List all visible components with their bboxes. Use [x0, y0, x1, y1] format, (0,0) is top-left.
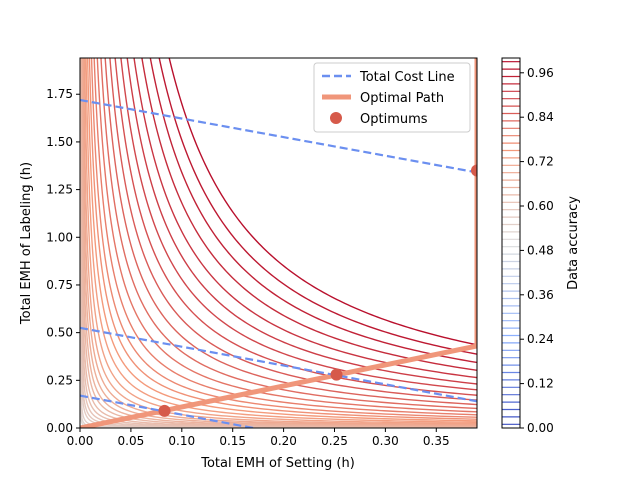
contour-line — [104, 58, 477, 406]
contour-line — [93, 58, 477, 416]
contour-line — [100, 58, 477, 410]
legend: Total Cost Line Optimal Path Optimums — [313, 62, 471, 133]
optimum-point — [158, 404, 171, 417]
y-tick-label: 1.25 — [46, 183, 73, 197]
contour-line — [96, 58, 477, 413]
x-tick-label: 0.15 — [219, 434, 246, 448]
contour-line — [168, 58, 477, 346]
contour-line — [133, 58, 477, 379]
contour-line — [88, 58, 477, 420]
contour-line — [109, 58, 477, 401]
contour-line — [81, 58, 477, 428]
series-layer — [80, 58, 477, 428]
contour-lines — [80, 58, 477, 428]
y-tick-label: 0.75 — [46, 278, 73, 292]
colorbar-ticks: 0.00 0.12 0.24 0.36 0.48 0.60 0.72 0.84 0.96 — [520, 66, 554, 435]
legend-label-optimums: Optimums — [360, 112, 428, 127]
total-cost-line — [80, 98, 477, 174]
contour-line — [141, 58, 477, 371]
colorbar-tick-label: 0.84 — [527, 110, 554, 124]
x-axis-ticks: 0.00 0.05 0.10 0.15 0.20 0.25 0.30 0.35 — [67, 428, 450, 448]
contour-line — [149, 58, 477, 364]
x-tick-label: 0.30 — [372, 434, 399, 448]
colorbar — [502, 61, 520, 425]
legend-label-cost-line: Total Cost Line — [359, 70, 455, 85]
x-tick-label: 0.00 — [67, 434, 94, 448]
x-tick-label: 0.20 — [270, 434, 297, 448]
y-tick-label: 0.25 — [46, 373, 73, 387]
colorbar-tick-label: 0.96 — [527, 66, 554, 80]
legend-label-optimal-path: Optimal Path — [360, 91, 444, 106]
contour-line — [158, 58, 477, 355]
x-tick-label: 0.25 — [321, 434, 348, 448]
y-tick-label: 1.00 — [46, 230, 73, 244]
colorbar-tick-label: 0.24 — [527, 332, 554, 346]
colorbar-tick-label: 0.36 — [527, 288, 554, 302]
optimal-path-line — [80, 58, 477, 428]
colorbar-tick-label: 0.48 — [527, 243, 554, 257]
contour-line — [84, 58, 477, 425]
colorbar-tick-label: 0.60 — [527, 199, 554, 213]
plot-frame — [79, 57, 478, 429]
contour-line — [80, 58, 477, 428]
legend-box — [313, 62, 471, 133]
y-tick-label: 1.75 — [46, 87, 73, 101]
colorbar-tick-label: 0.12 — [527, 377, 554, 391]
contour-line — [80, 58, 477, 428]
contour-line — [86, 58, 477, 422]
y-tick-label: 0.00 — [46, 421, 73, 435]
x-tick-label: 0.35 — [423, 434, 450, 448]
contour-line — [82, 58, 477, 426]
y-axis-label: Total EMH of Labeling (h) — [19, 162, 34, 325]
y-tick-label: 1.50 — [46, 135, 73, 149]
total-cost-line — [80, 326, 477, 403]
optimum-point — [330, 368, 343, 381]
x-tick-label: 0.05 — [118, 434, 145, 448]
colorbar-tick-label: 0.00 — [527, 421, 554, 435]
colorbar-frame — [501, 57, 521, 429]
contour-line — [90, 58, 477, 418]
optimum-point — [471, 164, 477, 177]
contour-line — [85, 58, 477, 424]
x-tick-label: 0.10 — [168, 434, 195, 448]
legend-swatch-optimums — [330, 112, 342, 124]
contour-line — [82, 58, 477, 427]
colorbar-tick-label: 0.72 — [527, 155, 554, 169]
x-axis-label: Total EMH of Setting (h) — [200, 456, 355, 471]
contour-line — [81, 58, 477, 427]
y-axis-ticks: 0.00 0.25 0.50 0.75 1.00 1.25 1.50 1.75 — [46, 87, 80, 435]
y-tick-label: 0.50 — [46, 326, 73, 340]
contour-line — [126, 58, 477, 385]
colorbar-label: Data accuracy — [566, 196, 581, 290]
contour-line — [114, 58, 477, 396]
contour-line — [80, 199, 477, 428]
